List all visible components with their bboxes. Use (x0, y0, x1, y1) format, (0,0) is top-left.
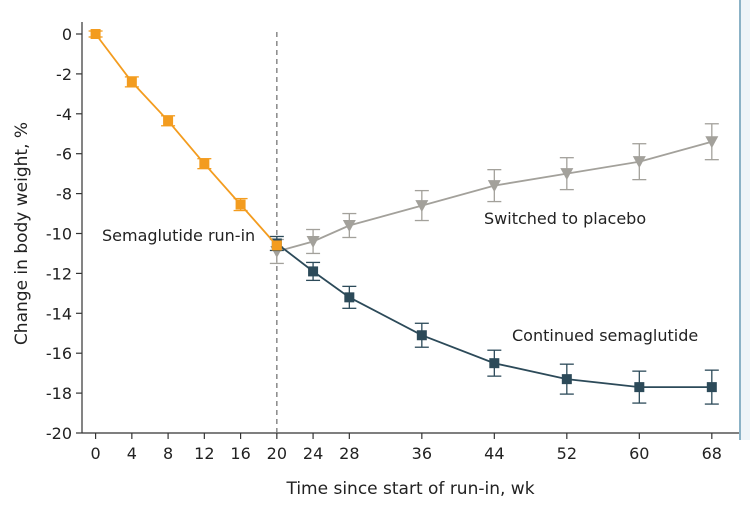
data-point (344, 292, 355, 303)
data-point (342, 220, 356, 233)
data-point (416, 330, 427, 341)
x-tick-label: 36 (412, 444, 432, 463)
data-point (415, 200, 429, 213)
data-point (306, 235, 320, 248)
x-tick-label: 16 (230, 444, 250, 463)
y-tick-label: -10 (46, 225, 72, 244)
x-tick-label: 28 (339, 444, 359, 463)
series-placebo (269, 123, 719, 265)
data-point (271, 240, 282, 251)
series-line-semaglutide (276, 242, 712, 389)
y-tick-label: -8 (56, 185, 72, 204)
data-point (560, 168, 574, 181)
x-tick-label: 20 (267, 444, 287, 463)
data-point (90, 29, 101, 39)
series-line-runin (94, 33, 278, 247)
data-point (706, 382, 717, 393)
data-point (561, 374, 572, 385)
x-tick-label: 60 (629, 444, 649, 463)
annotation-placebo: Switched to placebo (484, 209, 646, 228)
y-tick-label: -18 (46, 384, 72, 403)
y-tick-label: 0 (62, 25, 72, 44)
y-axis-title: Change in body weight, % (12, 122, 32, 345)
series-runin (88, 29, 282, 251)
axes: 0 -2 -4 -6 -8 -10 -12 -14 -16 -18 -20 0 4 8 12 16 20 24 28… (46, 22, 739, 463)
x-tick-label: 68 (702, 444, 722, 463)
y-tick-label: -14 (46, 304, 72, 323)
y-tick-label: -16 (46, 344, 72, 363)
x-tick-label: 8 (163, 444, 173, 463)
data-point (487, 180, 501, 193)
y-tick-label: -20 (46, 424, 72, 443)
right-panel-strip (739, 0, 750, 440)
data-point (199, 158, 210, 169)
annotation-semaglutide: Continued semaglutide (512, 326, 698, 345)
x-tick-label: 44 (484, 444, 504, 463)
data-point (308, 266, 319, 277)
y-tick-label: -6 (56, 145, 72, 164)
x-tick-label: 52 (557, 444, 577, 463)
data-point (632, 156, 646, 169)
annotation-runin: Semaglutide run-in (102, 226, 255, 245)
series-group (88, 29, 719, 405)
x-axis-title: Time since start of run-in, wk (285, 479, 534, 499)
series-semaglutide (269, 235, 719, 405)
data-point (126, 76, 137, 87)
data-point (634, 382, 645, 393)
y-tick-label: -2 (56, 65, 72, 84)
data-point (705, 136, 719, 149)
data-point (235, 199, 246, 210)
x-tick-label: 0 (90, 444, 100, 463)
y-tick-label: -4 (56, 105, 72, 124)
x-tick-label: 4 (127, 444, 137, 463)
y-tick-label: -12 (46, 264, 72, 283)
x-tick-label: 12 (194, 444, 214, 463)
x-tick-label: 24 (303, 444, 323, 463)
series-line-placebo (276, 140, 713, 253)
data-point (163, 115, 174, 126)
data-point (489, 358, 500, 369)
